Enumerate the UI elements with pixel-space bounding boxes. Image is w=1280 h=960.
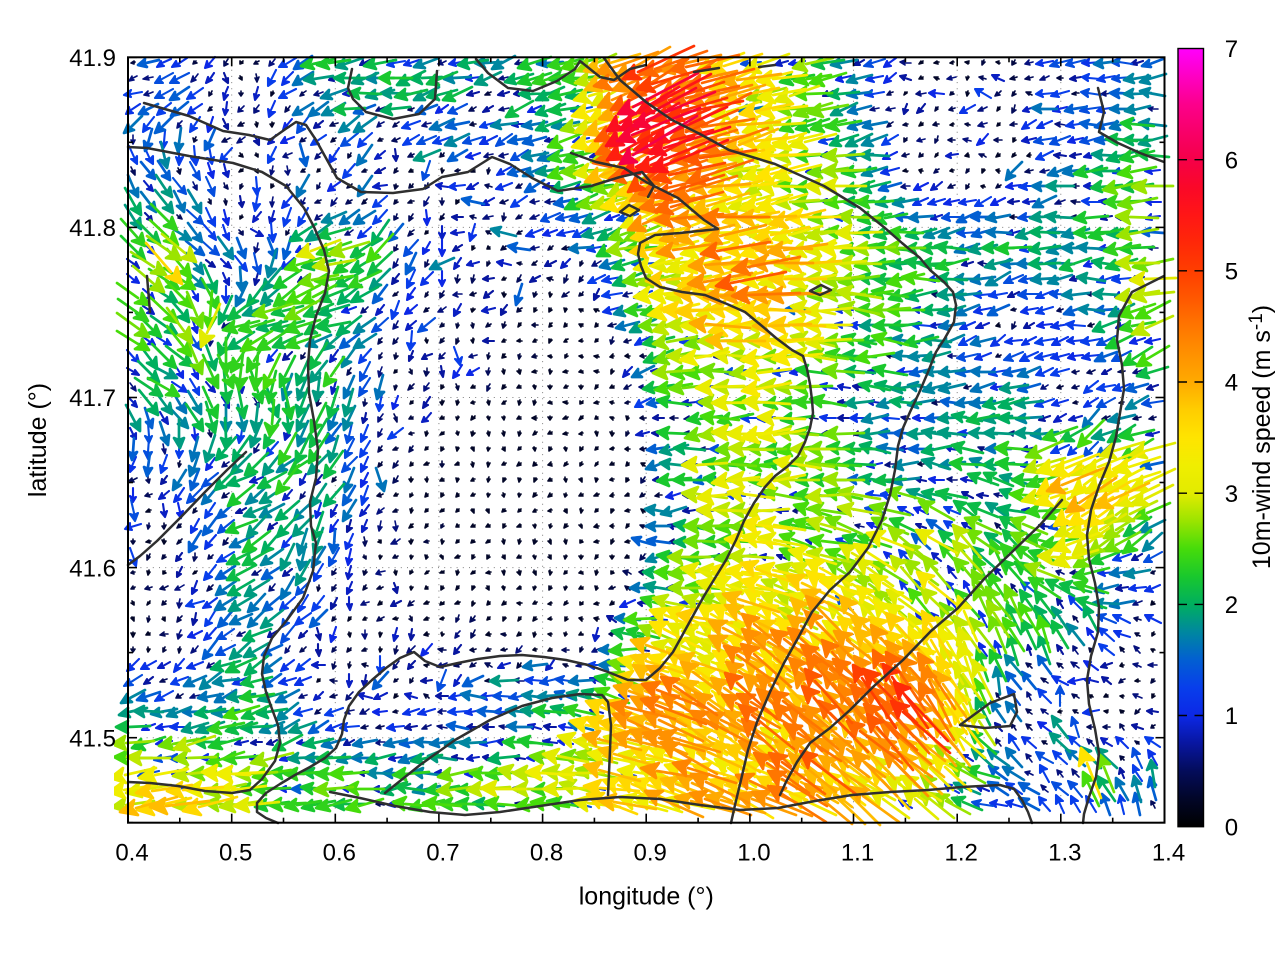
- svg-text:1.2: 1.2: [945, 839, 978, 866]
- svg-text:0.4: 0.4: [115, 839, 148, 866]
- svg-text:4: 4: [1225, 370, 1238, 397]
- svg-text:0.6: 0.6: [323, 839, 356, 866]
- svg-text:0.5: 0.5: [219, 839, 252, 866]
- svg-text:latitude (°): latitude (°): [24, 383, 52, 497]
- svg-text:41.7: 41.7: [69, 385, 116, 412]
- svg-text:0.7: 0.7: [426, 839, 459, 866]
- svg-text:5: 5: [1225, 259, 1238, 286]
- svg-text:1.0: 1.0: [737, 839, 770, 866]
- svg-text:6: 6: [1225, 147, 1238, 174]
- svg-text:1: 1: [1225, 703, 1238, 730]
- svg-text:41.9: 41.9: [69, 45, 116, 72]
- svg-text:7: 7: [1225, 36, 1238, 63]
- svg-text:longitude (°): longitude (°): [579, 883, 714, 911]
- svg-text:10m-wind speed (m s-1): 10m-wind speed (m s-1): [1246, 305, 1276, 569]
- svg-text:1.1: 1.1: [841, 839, 874, 866]
- svg-text:2: 2: [1225, 592, 1238, 619]
- svg-text:1.4: 1.4: [1152, 839, 1185, 866]
- svg-text:41.8: 41.8: [69, 215, 116, 242]
- svg-text:1.3: 1.3: [1048, 839, 1081, 866]
- svg-text:0.9: 0.9: [634, 839, 667, 866]
- svg-text:0.8: 0.8: [530, 839, 563, 866]
- svg-text:41.5: 41.5: [69, 725, 116, 752]
- svg-text:0: 0: [1225, 814, 1238, 841]
- svg-text:41.6: 41.6: [69, 555, 116, 582]
- svg-text:3: 3: [1225, 481, 1238, 508]
